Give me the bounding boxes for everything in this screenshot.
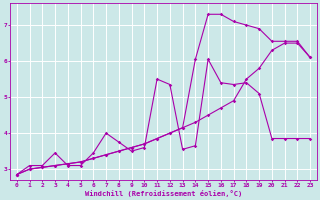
X-axis label: Windchill (Refroidissement éolien,°C): Windchill (Refroidissement éolien,°C) (85, 190, 242, 197)
